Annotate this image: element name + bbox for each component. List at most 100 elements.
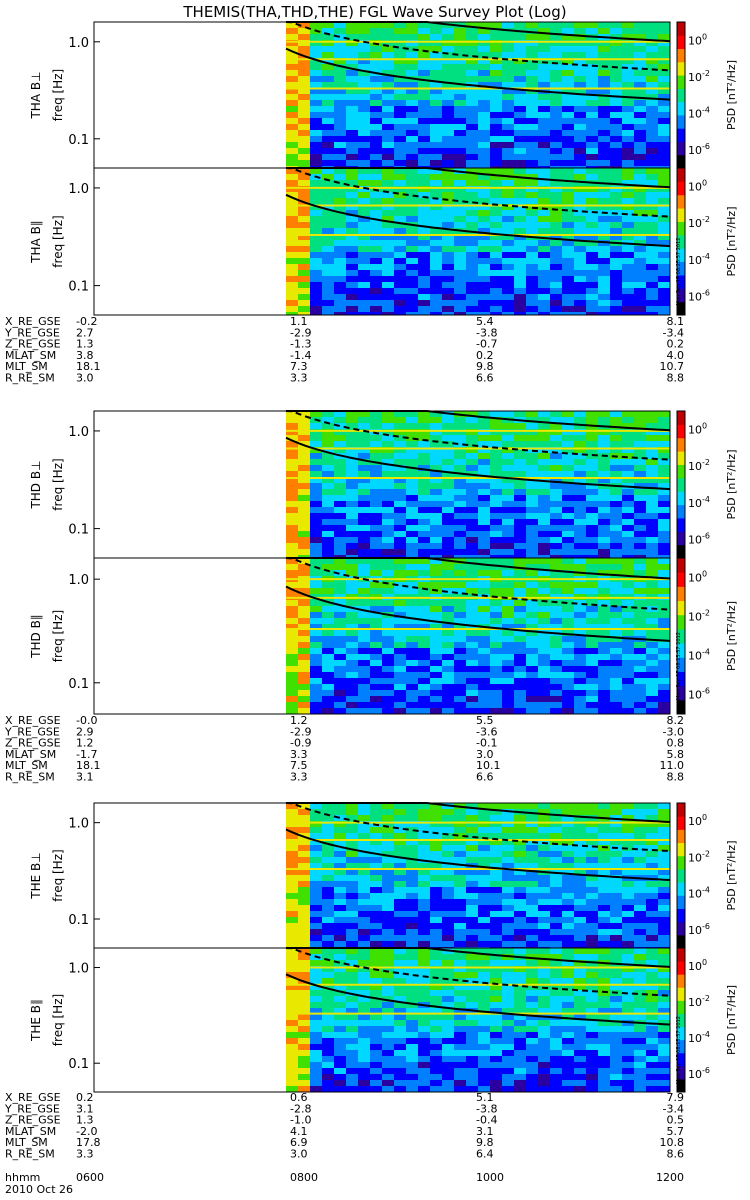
- spectrogram-cell: [298, 827, 310, 833]
- spectrogram-cell: [586, 702, 598, 708]
- spectrogram-cell: [442, 246, 454, 252]
- spectrogram-cell: [346, 483, 358, 489]
- colorbar-tick-exponent: -2: [702, 609, 710, 618]
- spectrogram-cell: [346, 154, 358, 160]
- spectrogram-cell: [586, 40, 598, 46]
- spectrogram-cell: [574, 1056, 586, 1062]
- spectrogram-cell: [286, 893, 298, 899]
- spectrogram-cell: [514, 618, 526, 624]
- spectrogram-cell: [358, 453, 370, 459]
- spectrogram-cell: [550, 52, 562, 58]
- spectrogram-cell: [394, 570, 406, 576]
- spectrogram-cell: [310, 198, 322, 204]
- spectrogram-cell: [358, 984, 370, 990]
- spectrogram-cell: [574, 216, 586, 222]
- spectrogram-cell: [562, 459, 574, 465]
- spectrogram-cell: [370, 887, 382, 893]
- spectrogram-cell: [574, 893, 586, 899]
- spectrogram-cell: [286, 112, 298, 118]
- spectrogram-cell: [370, 624, 382, 630]
- spectrogram-cell: [646, 654, 658, 660]
- spectrogram-cell: [574, 1008, 586, 1014]
- spectrogram-cell: [646, 857, 658, 863]
- spectrogram-cell: [286, 666, 298, 672]
- spectrogram-cell: [466, 1026, 478, 1032]
- spectrogram-cell: [370, 204, 382, 210]
- spectrogram-cell: [526, 600, 538, 606]
- spectrogram-cell: [598, 76, 610, 82]
- spectrogram-cell: [514, 1080, 526, 1086]
- spectrogram-cell: [478, 174, 490, 180]
- spectrogram-cell: [598, 204, 610, 210]
- spectrogram-cell: [478, 690, 490, 696]
- spectrogram-cell: [658, 1056, 670, 1062]
- spectrogram-cell: [370, 423, 382, 429]
- spectrogram-cell: [286, 696, 298, 702]
- spectrogram-cell: [562, 803, 574, 809]
- spectrogram-cell: [598, 1008, 610, 1014]
- spectrogram-cell: [322, 459, 334, 465]
- spectrogram-cell: [394, 972, 406, 978]
- spectrogram-cell: [286, 124, 298, 130]
- spectrogram-cell: [310, 666, 322, 672]
- spectrogram-cell: [466, 618, 478, 624]
- spectrogram-cell: [430, 1068, 442, 1074]
- spectrogram-cell: [562, 204, 574, 210]
- spectrogram-cell: [286, 660, 298, 666]
- spectrogram-cell: [334, 88, 346, 94]
- spectrogram-cell: [286, 899, 298, 905]
- spectrogram-cell: [658, 106, 670, 112]
- spectrogram-cell: [514, 893, 526, 899]
- spectrogram-cell: [622, 1062, 634, 1068]
- spectrogram-cell: [286, 606, 298, 612]
- spectrogram-cell: [406, 294, 418, 300]
- spectrogram-cell: [382, 136, 394, 142]
- spectrogram-cell: [514, 984, 526, 990]
- spectrogram-cell: [550, 174, 562, 180]
- spectrogram-cell: [514, 489, 526, 495]
- spectrogram-cell: [454, 588, 466, 594]
- spectrogram-cell: [298, 1038, 310, 1044]
- colorbar-swatch: [677, 48, 685, 63]
- spectrogram-cell: [598, 82, 610, 88]
- spectrogram-cell: [634, 270, 646, 276]
- spectrogram-cell: [574, 507, 586, 513]
- spectrogram-cell: [430, 501, 442, 507]
- spectrogram-cell: [370, 76, 382, 82]
- spectrogram-cell: [634, 960, 646, 966]
- spectrogram-cell: [466, 948, 478, 954]
- spectrogram-cell: [358, 160, 370, 166]
- spectrogram-cell: [310, 118, 322, 124]
- spectrogram-cell: [298, 618, 310, 624]
- spectrogram-cell: [382, 1032, 394, 1038]
- spectrogram-cell: [646, 288, 658, 294]
- spectrogram-cell: [334, 148, 346, 154]
- spectrogram-cell: [538, 1008, 550, 1014]
- spectrogram-cell: [430, 246, 442, 252]
- spectrogram-cell: [394, 996, 406, 1002]
- spectrogram-cell: [598, 1014, 610, 1020]
- spectrogram-cell: [622, 1080, 634, 1086]
- spectrogram-cell: [322, 64, 334, 70]
- spectrogram-cell: [430, 1032, 442, 1038]
- spectrogram-cell: [418, 588, 430, 594]
- spectrogram-cell: [454, 46, 466, 52]
- spectrogram-cell: [382, 288, 394, 294]
- spectrogram-cell: [490, 996, 502, 1002]
- spectrogram-cell: [598, 941, 610, 947]
- spectrogram-cell: [286, 1062, 298, 1068]
- panel-label: THA B∥: [29, 220, 43, 264]
- spectrogram-cell: [370, 660, 382, 666]
- spectrogram-cell: [322, 423, 334, 429]
- spectrogram-cell: [322, 130, 334, 136]
- spectrogram-cell: [514, 857, 526, 863]
- spectrogram-cell: [514, 264, 526, 270]
- spectrogram-cell: [322, 923, 334, 929]
- spectrogram-cell: [598, 1026, 610, 1032]
- spectrogram-cell: [574, 1080, 586, 1086]
- spectrogram-cell: [466, 543, 478, 549]
- spectrogram-cell: [286, 690, 298, 696]
- spectrogram-cell: [574, 222, 586, 228]
- spectrogram-cell: [406, 618, 418, 624]
- spectrogram-cell: [322, 935, 334, 941]
